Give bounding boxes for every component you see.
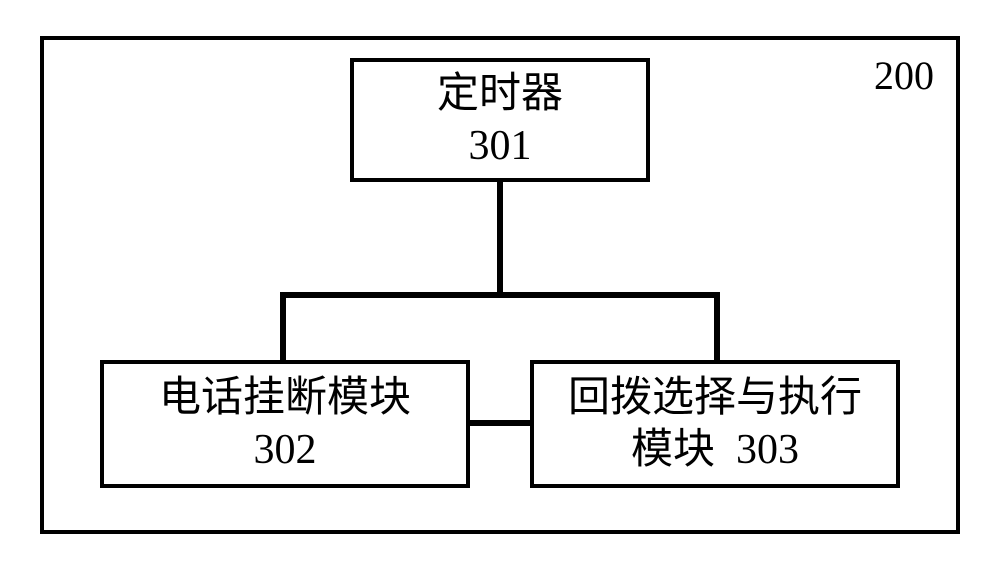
node-timer: 定时器 301 bbox=[350, 58, 650, 182]
node-timer-id: 301 bbox=[469, 120, 532, 173]
node-callback-title: 回拨选择与执行 bbox=[568, 372, 862, 425]
connector-hbar bbox=[280, 292, 720, 298]
node-callback-id: 模块 303 bbox=[631, 424, 799, 477]
node-callback: 回拨选择与执行 模块 303 bbox=[530, 360, 900, 488]
connector-left-drop bbox=[280, 292, 286, 360]
node-timer-title: 定时器 bbox=[437, 68, 563, 121]
node-hangup-id: 302 bbox=[254, 424, 317, 477]
node-hangup-title: 电话挂断模块 bbox=[159, 372, 411, 425]
node-hangup: 电话挂断模块 302 bbox=[100, 360, 470, 488]
connector-right-drop bbox=[714, 292, 720, 360]
diagram-canvas: 200 定时器 301 电话挂断模块 302 回拨选择与执行 模块 303 bbox=[0, 0, 1000, 564]
container-label: 200 bbox=[874, 52, 934, 99]
connector-trunk bbox=[497, 182, 503, 298]
connector-bottom-link bbox=[470, 420, 530, 426]
